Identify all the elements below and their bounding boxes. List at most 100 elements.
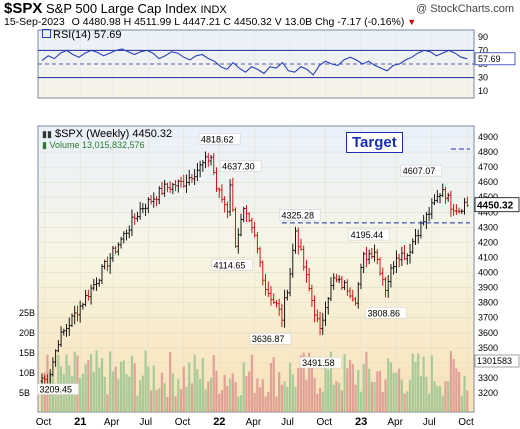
price-tick-label: 4700 [478,162,498,172]
volume-bar [384,379,387,412]
x-tick-label: Jul [423,417,436,428]
volume-bar [155,389,158,412]
volume-bar [302,352,305,412]
price-tick-label: 4200 [478,237,498,247]
volume-bar [348,360,352,412]
price-tick-label: 3600 [478,328,498,338]
annotation-box [219,160,262,172]
volume-bar [185,386,188,412]
rsi-legend: RSI(14) 57.69 [42,29,121,41]
price-tick-label: 4000 [478,268,498,278]
volume-bar [324,363,327,412]
volume-bar [199,379,202,412]
volume-bar [193,354,196,412]
volume-bar [106,394,109,412]
volume-bar [182,366,185,412]
volume-bar [466,390,469,412]
volume-bar [392,372,395,412]
price-legend-text: $SPX (Weekly) 4450.32 [54,128,173,140]
price-tick-label: 3700 [478,313,498,323]
volume-bar [171,373,174,412]
volume-bar [133,363,136,412]
volume-bar [408,379,412,412]
volume-bar [128,376,131,412]
volume-bar [395,372,398,412]
watermark: @ StockCharts.com [416,3,514,15]
volume-bar [239,395,243,412]
rsi-value-box [474,52,516,66]
volume-bar [283,381,286,412]
annotation-label: 4195.44 [351,230,384,240]
volume-bar [141,375,144,412]
annotation-box [249,332,292,345]
x-tick-label: 23 [355,416,367,428]
annotation-label: 4818.62 [201,134,234,144]
volume-bar [125,373,128,412]
x-tick-label: Oct [317,417,333,428]
x-tick-label: Apr [246,417,262,428]
price-tick-label: 4900 [478,132,498,142]
x-tick-label: Apr [104,417,120,428]
volume-bar [368,368,371,412]
volume-bar [237,396,240,412]
last-price-box [474,197,520,213]
annotation-box [37,383,79,395]
volume-bar [111,371,114,412]
volume-bar [278,372,281,412]
volume-bar [54,392,57,412]
volume-bar [447,381,450,412]
volume-legend: ▮ Volume 13,015,832,576 [42,140,145,151]
volume-bar [253,392,256,412]
annotation-label: 4114.65 [214,260,246,270]
volume-bar [455,368,458,412]
volume-bar [425,376,428,412]
x-tick-label: Oct [458,417,474,428]
volume-bar [414,361,417,412]
volume-bar [362,363,365,412]
volume-bar [220,390,224,412]
volume-bar [308,352,311,412]
volume-bar [65,354,68,412]
volume-bar [174,396,177,412]
volume-bar [400,379,403,412]
x-tick-label: Jul [139,417,152,428]
ohlc-values: O 4480.98 H 4511.99 L 4447.21 C 4450.32 … [71,16,405,28]
volume-bar [147,366,150,412]
volume-bar [346,368,349,412]
annotation-label: 3636.87 [252,334,285,344]
rsi-tick-label: 30 [478,73,488,83]
volume-last-label: 1301583 [477,356,512,366]
volume-bar [207,381,210,412]
volume-bar [288,362,292,412]
annotation-label: 4607.07 [403,166,436,176]
volume-bar [389,362,393,412]
price-legend: ▮▮ $SPX (Weekly) 4450.32 [42,128,172,140]
volume-bar [365,351,368,412]
volume-bar [343,353,346,412]
volume-bar [160,372,164,412]
x-tick-label: 22 [213,416,225,428]
chart-date: 15-Sep-2023 [4,16,65,28]
annotation-box [365,307,407,319]
volume-bar [305,379,308,412]
volume-bar [122,360,125,412]
volume-bar [79,378,82,412]
volume-bar [406,391,409,412]
price-tick-label: 4100 [478,252,498,262]
price-tick-label: 3900 [478,283,498,293]
volume-bar [258,387,262,412]
volume-tick-label: 5B [19,388,30,398]
volume-last-box [474,354,520,368]
volume-bar [398,368,401,412]
volume-bar [144,350,147,412]
volume-bar [436,386,439,412]
volume-bar [163,382,166,412]
volume-bar [294,386,297,412]
volume-bar [313,378,316,412]
x-tick-label: 21 [74,416,86,428]
volume-bar [444,381,447,412]
price-tick-label: 4400 [478,207,498,217]
annotation-box [198,133,241,145]
volume-bar [310,359,313,412]
